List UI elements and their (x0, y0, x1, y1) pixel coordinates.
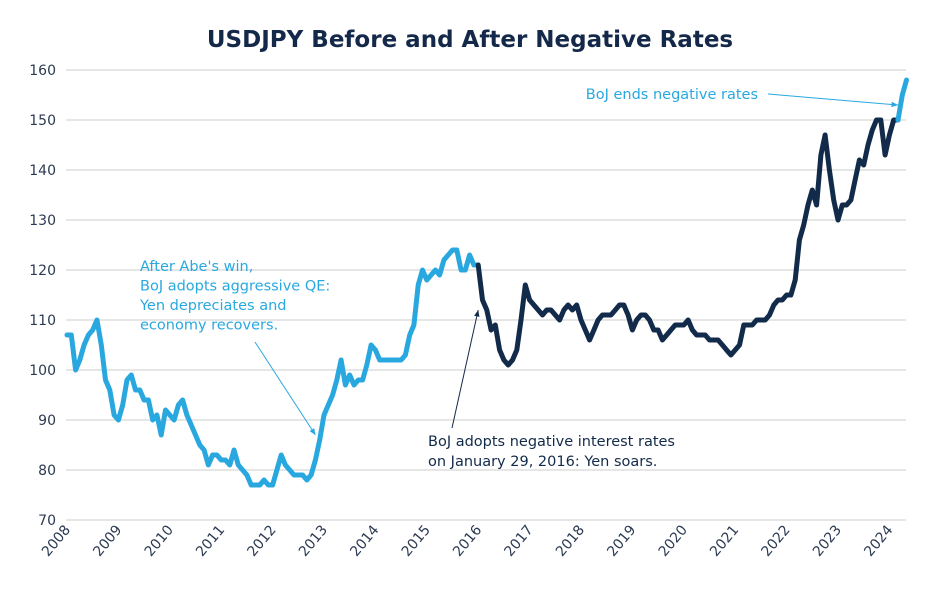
series-line-3 (895, 77, 909, 123)
x-tick-label: 2009 (90, 522, 125, 560)
y-tick-label: 140 (29, 163, 56, 179)
x-tick-label: 2013 (296, 522, 331, 560)
arrowhead-icon (309, 428, 316, 435)
y-axis-ticks: 70 80 90 100 110 120 130 140 150 160 (29, 63, 56, 529)
annotation-text: on January 29, 2016: Yen soars. (428, 454, 657, 470)
chart-title: USDJPY Before and After Negative Rates (207, 27, 733, 53)
series-line-1 (64, 247, 481, 488)
annotation-text: Yen depreciates and (139, 298, 286, 314)
x-tick-label: 2024 (861, 522, 896, 560)
annotation-text: BoJ adopts negative interest rates (428, 434, 675, 450)
y-tick-label: 70 (38, 513, 56, 529)
series-line-2 (475, 117, 901, 368)
y-tick-label: 90 (38, 413, 56, 429)
arrowhead-icon (474, 310, 480, 317)
y-tick-label: 100 (29, 363, 56, 379)
arrowhead-icon (891, 101, 898, 108)
annotation-arrow (254, 341, 316, 436)
y-tick-label: 120 (29, 263, 56, 279)
x-tick-label: 2011 (193, 522, 228, 560)
annotations: After Abe's win, BoJ adopts aggressive QE… (139, 87, 899, 470)
y-tick-label: 150 (29, 113, 56, 129)
annotation-text: BoJ adopts aggressive QE: (140, 279, 330, 295)
x-tick-label: 2019 (604, 522, 639, 560)
y-tick-label: 110 (29, 313, 56, 329)
annotation-1: After Abe's win, BoJ adopts aggressive QE… (139, 259, 330, 436)
x-tick-label: 2018 (553, 522, 588, 560)
y-tick-label: 160 (29, 63, 56, 79)
series-lines (64, 77, 909, 488)
annotation-3: BoJ ends negative rates (586, 87, 899, 108)
gridlines (66, 69, 906, 521)
x-tick-label: 2017 (501, 522, 536, 560)
x-tick-label: 2010 (142, 522, 177, 560)
x-tick-label: 2014 (347, 522, 382, 560)
x-tick-label: 2021 (707, 522, 742, 560)
y-tick-label: 80 (38, 463, 56, 479)
x-axis-ticks: 2008 2009 2010 2011 2012 2013 2014 2015 2016 2017… (39, 522, 897, 560)
x-tick-label: 2023 (810, 522, 845, 560)
annotation-arrow (767, 93, 899, 106)
annotation-2: BoJ adopts negative interest rates on Jan… (428, 309, 675, 470)
x-tick-label: 2016 (450, 522, 485, 560)
x-tick-label: 2022 (758, 522, 793, 560)
annotation-text: economy recovers. (140, 318, 278, 334)
annotation-text: BoJ ends negative rates (586, 87, 758, 103)
x-tick-label: 2015 (399, 522, 434, 560)
annotation-text: After Abe's win, (140, 259, 253, 275)
x-tick-label: 2012 (244, 522, 279, 560)
annotation-arrow (451, 309, 479, 429)
y-tick-label: 130 (29, 213, 56, 229)
x-tick-label: 2020 (656, 522, 691, 560)
